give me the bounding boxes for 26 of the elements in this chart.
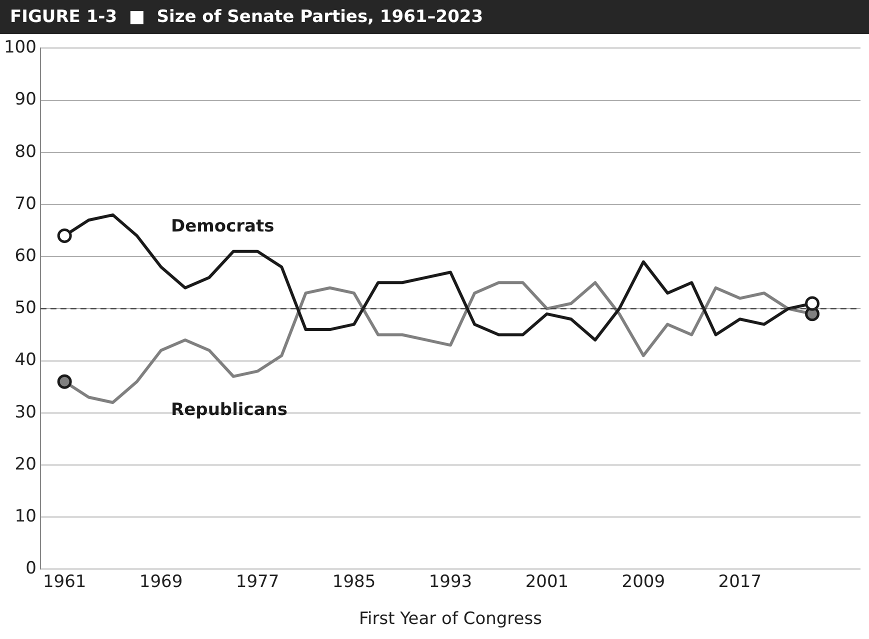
x-tick-label: 1977	[236, 572, 280, 592]
y-tick-label: 0	[26, 558, 36, 579]
y-tick-label: 90	[14, 90, 36, 110]
x-tick-label: 1969	[139, 572, 183, 592]
x-tick-label: 2009	[622, 572, 666, 592]
chart-title: FIGURE 1-3 ■ Size of Senate Parties, 1961–2023	[0, 0, 869, 34]
y-tick-label: 10	[14, 506, 36, 527]
y-tick-label: 60	[14, 246, 36, 266]
point	[57, 374, 72, 389]
series-label: Republicans	[171, 400, 288, 420]
y-tick-label: 100	[4, 38, 36, 58]
x-axis-title: First Year of Congress	[358, 609, 542, 630]
x-tick-label: 1961	[42, 572, 86, 592]
point	[805, 296, 820, 311]
y-tick-label: 50	[14, 298, 36, 318]
x-tick-label: 1985	[332, 572, 376, 592]
point	[57, 228, 72, 244]
x-tick-label: 1993	[428, 572, 472, 592]
x-tick-label: 2001	[525, 572, 569, 592]
y-tick-label: 30	[14, 402, 36, 422]
series-label: Democrats	[171, 216, 274, 236]
y-tick-label: 70	[14, 194, 36, 214]
y-tick-label: 20	[14, 454, 36, 474]
y-tick-label: 80	[14, 142, 36, 162]
x-tick-label: 2017	[718, 572, 762, 592]
y-tick-label: 40	[14, 350, 36, 370]
